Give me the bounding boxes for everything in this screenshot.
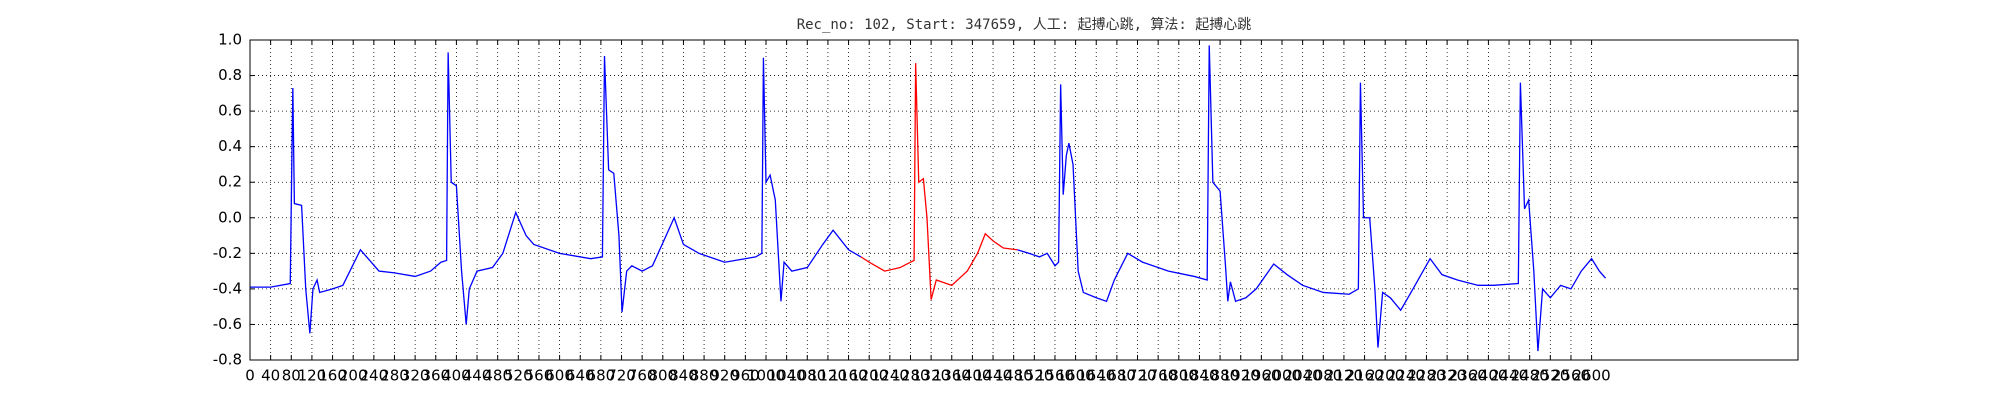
x-tick-label: 1480	[995, 367, 1033, 385]
x-tick-label: 2080	[1304, 367, 1342, 385]
x-tick-label: 2000	[1263, 367, 1301, 385]
x-tick-label: 1920	[1222, 367, 1260, 385]
x-tick-label: 640	[566, 367, 595, 385]
x-tick-label: 2600	[1573, 367, 1611, 385]
x-tick-label: 1040	[768, 367, 806, 385]
x-tick-label: 2040	[1284, 367, 1322, 385]
x-tick-label: 160	[318, 367, 347, 385]
x-tick-label: 1240	[871, 367, 909, 385]
x-tick-label: 2280	[1407, 367, 1445, 385]
ecg-line	[250, 45, 1607, 352]
x-tick-label: 1600	[1057, 367, 1095, 385]
x-tick-label: 120	[298, 367, 327, 385]
y-tick-label: 0.4	[218, 137, 242, 155]
x-tick-label: 840	[669, 367, 698, 385]
x-tick-label: 800	[648, 367, 677, 385]
y-tick-label: 0.0	[218, 208, 242, 226]
x-tick-label: 40	[261, 367, 280, 385]
x-tick-label: 1960	[1242, 367, 1280, 385]
x-tick-label: 80	[282, 367, 301, 385]
x-tick-label: 880	[690, 367, 719, 385]
x-tick-label: 240	[360, 367, 389, 385]
x-tick-label: 1320	[912, 367, 950, 385]
x-tick-label: 2520	[1531, 367, 1569, 385]
x-tick-label: 920	[710, 367, 739, 385]
plot-frame	[249, 39, 1799, 361]
y-tick-label: 0.8	[218, 66, 242, 84]
x-tick-label: 2400	[1469, 367, 1507, 385]
x-tick-label: 2320	[1428, 367, 1466, 385]
x-tick-label: 2480	[1511, 367, 1549, 385]
x-tick-label: 200	[339, 367, 368, 385]
x-tick-label: 1200	[850, 367, 888, 385]
x-tick-label: 2560	[1552, 367, 1590, 385]
x-tick-label: 2160	[1345, 367, 1383, 385]
x-tick-label: 320	[401, 367, 430, 385]
x-tick-label: 360	[421, 367, 450, 385]
x-tick-label: 1760	[1139, 367, 1177, 385]
x-tick-label: 2360	[1449, 367, 1487, 385]
x-tick-label: 1400	[953, 367, 991, 385]
x-tick-label: 1120	[809, 367, 847, 385]
x-tick-label: 1800	[1160, 367, 1198, 385]
x-tick-label: 1560	[1036, 367, 1074, 385]
y-tick-label: 0.6	[218, 102, 242, 120]
x-tick-label: 2200	[1366, 367, 1404, 385]
x-tick-label: 0	[245, 367, 255, 385]
x-tick-label: 1280	[891, 367, 929, 385]
x-tick-label: 1520	[1015, 367, 1053, 385]
y-tick-label: -0.8	[213, 351, 242, 369]
x-tick-label: 600	[545, 367, 574, 385]
x-tick-label: 720	[607, 367, 636, 385]
x-tick-label: 520	[504, 367, 533, 385]
x-tick-label: 2120	[1325, 367, 1363, 385]
x-tick-label: 1360	[933, 367, 971, 385]
x-tick-label: 280	[380, 367, 409, 385]
x-tick-label: 400	[442, 367, 471, 385]
x-tick-label: 760	[628, 367, 657, 385]
y-tick-label: -0.4	[213, 279, 242, 297]
x-tick-label: 1840	[1180, 367, 1218, 385]
ecg-line	[860, 63, 1018, 300]
x-tick-label: 1680	[1098, 367, 1136, 385]
y-tick-label: -0.2	[213, 244, 242, 262]
x-tick-label: 2240	[1387, 367, 1425, 385]
x-tick-label: 440	[463, 367, 492, 385]
x-tick-label: 1080	[788, 367, 826, 385]
y-tick-label: -0.6	[213, 315, 242, 333]
x-tick-label: 1440	[974, 367, 1012, 385]
chart-title: Rec_no: 102, Start: 347659, 人工: 起搏心跳, 算法…	[797, 16, 1252, 33]
x-tick-label: 1880	[1201, 367, 1239, 385]
x-tick-label: 1160	[829, 367, 867, 385]
y-tick-label: 0.2	[218, 173, 242, 191]
x-tick-label: 2440	[1490, 367, 1528, 385]
x-tick-label: 1000	[747, 367, 785, 385]
x-tick-label: 480	[483, 367, 512, 385]
x-tick-label: 1640	[1077, 367, 1115, 385]
x-tick-label: 680	[587, 367, 616, 385]
y-tick-label: 1.0	[218, 31, 242, 49]
x-tick-label: 560	[525, 367, 554, 385]
x-tick-label: 960	[731, 367, 760, 385]
x-tick-label: 1720	[1118, 367, 1156, 385]
